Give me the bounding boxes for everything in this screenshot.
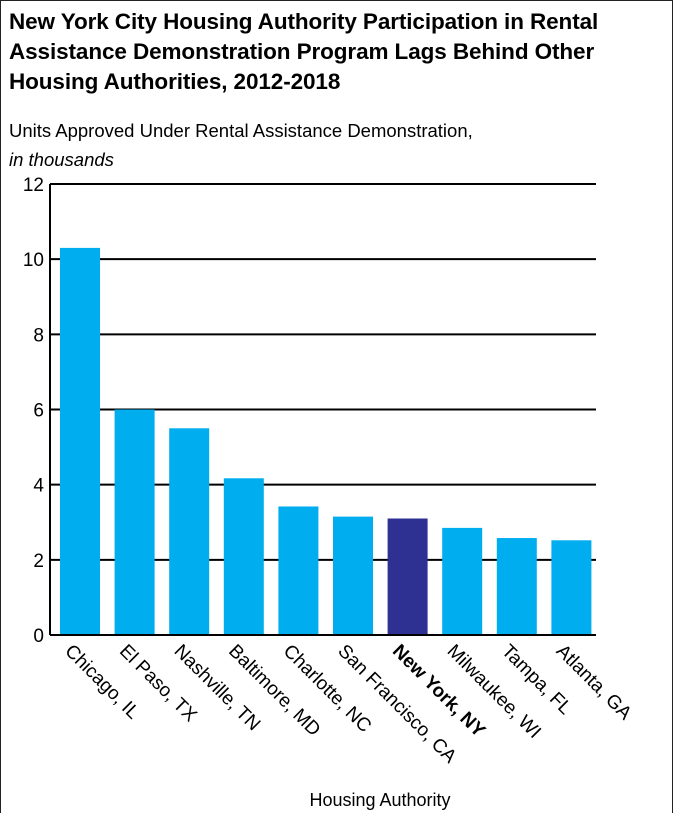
y-tick-label: 8 <box>33 325 44 346</box>
bar <box>169 428 210 635</box>
x-axis-title: Housing Authority <box>309 790 450 810</box>
bar <box>223 478 264 635</box>
x-tick-label: Milwaukee, WI <box>443 641 545 743</box>
chart-title: New York City Housing Authority Particip… <box>9 9 599 94</box>
y-tick-label: 4 <box>33 476 44 497</box>
chart-subtitle: Units Approved Under Rental Assistance D… <box>9 116 659 174</box>
y-tick-label: 12 <box>23 175 44 196</box>
bar <box>114 409 155 635</box>
bar <box>551 540 592 635</box>
subtitle-text: Units Approved Under Rental Assistance D… <box>9 120 473 141</box>
y-tick-label: 10 <box>23 250 44 271</box>
bar <box>496 538 537 635</box>
y-tick-label: 2 <box>33 551 44 572</box>
bar <box>60 247 100 635</box>
bar <box>442 527 483 635</box>
bar <box>387 518 428 635</box>
bars <box>50 247 596 636</box>
bar <box>333 516 373 635</box>
y-tick-labels: 0 2 4 6 8 10 12 <box>23 175 45 647</box>
y-tick-label: 6 <box>33 401 44 422</box>
bar <box>278 506 319 635</box>
units-note: in thousands <box>9 149 114 170</box>
y-tick-label: 0 <box>33 626 44 647</box>
